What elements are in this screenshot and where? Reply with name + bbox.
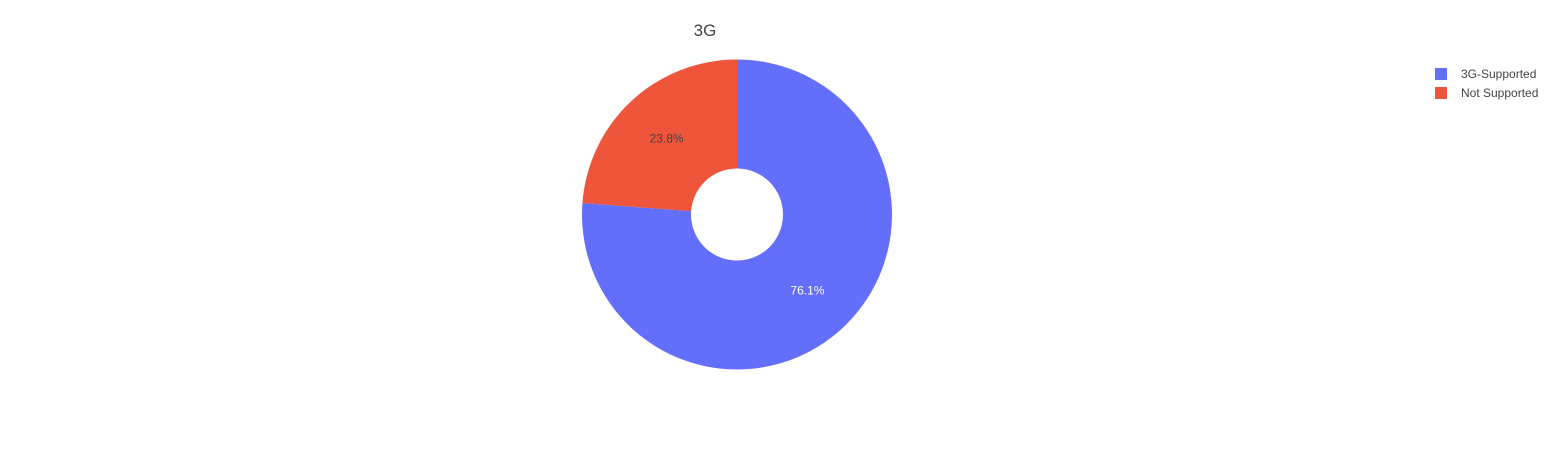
pie-slice-3g-supported[interactable] (582, 59, 892, 370)
legend-swatch[interactable] (1435, 87, 1447, 99)
pie-slice-not-supported[interactable] (582, 59, 737, 212)
legend-swatch[interactable] (1435, 68, 1447, 80)
chart-title: 3G (694, 21, 717, 40)
legend-label[interactable]: Not Supported (1461, 86, 1538, 100)
slice-label: 23.8% (650, 132, 684, 146)
legend: 3G-Supported Not Supported (1435, 67, 1538, 100)
pie-slices (582, 59, 892, 370)
slice-labels: 76.1% 23.8% (650, 132, 825, 298)
legend-label[interactable]: 3G-Supported (1461, 67, 1536, 81)
slice-label: 76.1% (790, 283, 824, 297)
